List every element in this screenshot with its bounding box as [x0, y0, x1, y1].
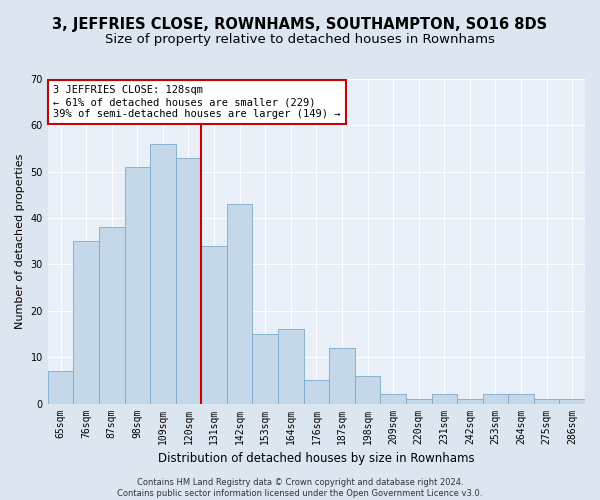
Text: Size of property relative to detached houses in Rownhams: Size of property relative to detached ho…	[105, 32, 495, 46]
Y-axis label: Number of detached properties: Number of detached properties	[15, 154, 25, 329]
Bar	[457, 399, 482, 404]
Text: 3 JEFFRIES CLOSE: 128sqm
← 61% of detached houses are smaller (229)
39% of semi-: 3 JEFFRIES CLOSE: 128sqm ← 61% of detach…	[53, 86, 341, 118]
Bar	[48, 371, 73, 404]
Bar	[150, 144, 176, 404]
Bar	[278, 330, 304, 404]
Bar	[559, 399, 585, 404]
Bar	[508, 394, 534, 404]
Bar	[329, 348, 355, 404]
Bar	[253, 334, 278, 404]
Bar	[355, 376, 380, 404]
Text: 3, JEFFRIES CLOSE, ROWNHAMS, SOUTHAMPTON, SO16 8DS: 3, JEFFRIES CLOSE, ROWNHAMS, SOUTHAMPTON…	[52, 18, 548, 32]
Bar	[176, 158, 201, 404]
Bar	[534, 399, 559, 404]
Bar	[125, 167, 150, 404]
X-axis label: Distribution of detached houses by size in Rownhams: Distribution of detached houses by size …	[158, 452, 475, 465]
Text: Contains HM Land Registry data © Crown copyright and database right 2024.
Contai: Contains HM Land Registry data © Crown c…	[118, 478, 482, 498]
Bar	[406, 399, 431, 404]
Bar	[201, 246, 227, 404]
Bar	[227, 204, 253, 404]
Bar	[304, 380, 329, 404]
Bar	[431, 394, 457, 404]
Bar	[482, 394, 508, 404]
Bar	[99, 228, 125, 404]
Bar	[73, 242, 99, 404]
Bar	[380, 394, 406, 404]
